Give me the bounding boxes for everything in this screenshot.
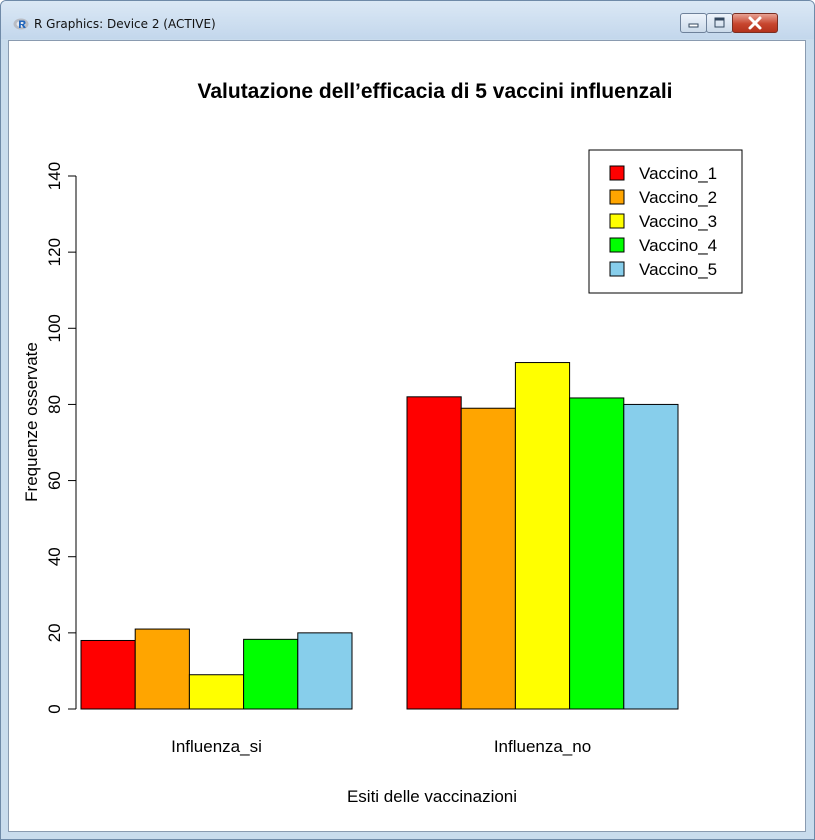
bar-chart: Valutazione dell’efficacia di 5 vaccini … [22, 80, 743, 806]
close-button[interactable] [732, 13, 778, 33]
close-icon [748, 16, 762, 30]
legend-swatch [609, 165, 625, 181]
bar-vaccino-5-influenza-si [297, 632, 353, 710]
legend-swatch [609, 237, 625, 253]
legend-swatch [609, 213, 625, 229]
title-bar[interactable]: R Graphics: Device 2 (ACTIVE) [1, 1, 814, 39]
y-axis: 0 20 40 60 80 100 120 140 [45, 162, 77, 714]
bar-vaccino-2-influenza-no [460, 407, 516, 710]
minimize-button[interactable] [680, 13, 707, 33]
chart-title: Valutazione dell’efficacia di 5 vaccini … [198, 80, 673, 103]
bar-vaccino-5-influenza-no [623, 403, 679, 710]
window-title: R Graphics: Device 2 (ACTIVE) [34, 17, 216, 31]
maximize-icon [714, 17, 725, 28]
legend-label: Vaccino_5 [639, 260, 717, 279]
bar-vaccino-3-influenza-no [514, 362, 571, 710]
y-tick-label: 0 [45, 704, 64, 713]
legend-label: Vaccino_4 [639, 236, 717, 255]
r-logo-icon [13, 18, 29, 30]
x-axis-label: Esiti delle vaccinazioni [347, 787, 517, 806]
bar-vaccino-3-influenza-si [188, 674, 245, 710]
maximize-button[interactable] [706, 13, 733, 33]
minimize-icon [688, 23, 699, 28]
y-tick-label: 60 [45, 471, 64, 490]
x-tick-labels: Influenza_si Influenza_no [171, 737, 591, 756]
y-tick-label: 80 [45, 395, 64, 414]
legend: Vaccino_1 Vaccino_2 Vaccino_3 Vaccino_4 Vacc… [588, 149, 743, 294]
x-tick-label: Influenza_no [494, 737, 591, 756]
y-tick-label: 140 [45, 162, 64, 190]
bar-vaccino-1-influenza-si [80, 639, 136, 710]
legend-swatch [609, 261, 625, 277]
x-tick-label: Influenza_si [171, 737, 262, 756]
bar-vaccino-2-influenza-si [134, 628, 190, 710]
legend-label: Vaccino_3 [639, 212, 717, 231]
legend-label: Vaccino_2 [639, 188, 717, 207]
bars-group [80, 362, 679, 710]
bar-vaccino-1-influenza-no [406, 396, 462, 710]
legend-swatch [609, 189, 625, 205]
legend-label: Vaccino_1 [639, 164, 717, 183]
y-tick-label: 40 [45, 547, 64, 566]
y-tick-label: 20 [45, 623, 64, 642]
y-tick-label: 120 [45, 238, 64, 266]
bar-vaccino-4-influenza-si [243, 638, 299, 710]
plot-canvas: Valutazione dell’efficacia di 5 vaccini … [8, 40, 806, 832]
bar-vaccino-4-influenza-no [569, 397, 625, 710]
y-tick-label: 100 [45, 314, 64, 342]
y-axis-label: Frequenze osservate [22, 342, 41, 502]
